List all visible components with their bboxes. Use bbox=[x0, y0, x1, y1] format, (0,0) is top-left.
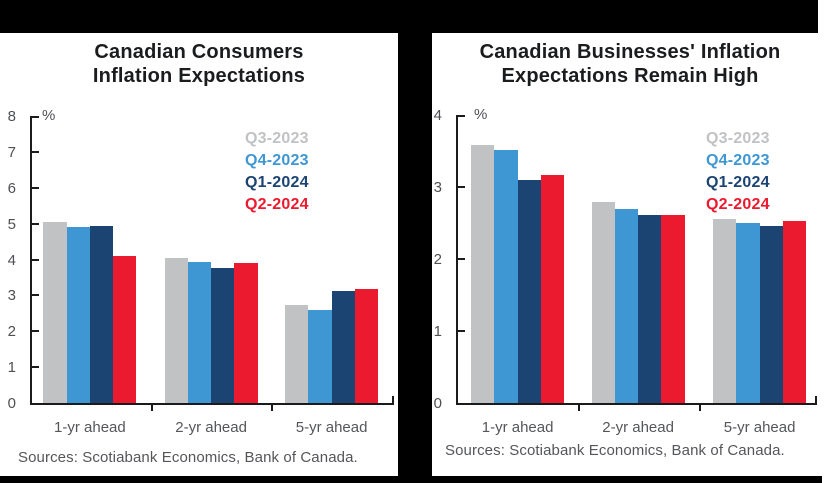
y-tick-label: 4 bbox=[7, 251, 16, 269]
panel-divider-bar bbox=[398, 0, 432, 477]
bar-q2-2024-2-yr-ahead bbox=[661, 215, 685, 403]
source-note: Sources: Scotiabank Economics, Bank of C… bbox=[445, 442, 785, 459]
y-tick-label: 7 bbox=[7, 143, 16, 161]
y-axis-unit-label: % bbox=[42, 107, 56, 124]
chart-title-line1: Canadian Consumers bbox=[94, 41, 304, 63]
x-category-label: 1-yr ahead bbox=[54, 419, 126, 436]
bar-q3-2023-2-yr-ahead bbox=[591, 202, 615, 403]
chart-title-line2: Expectations Remain High bbox=[501, 65, 759, 87]
x-category-label: 5-yr ahead bbox=[723, 419, 796, 436]
y-tick-label: 3 bbox=[433, 179, 442, 196]
consumers-chart-panel: Canadian Consumers Inflation Expectations… bbox=[0, 33, 398, 476]
x-axis-end-cap bbox=[815, 396, 817, 405]
x-axis-line bbox=[30, 403, 394, 405]
x-category-label: 2-yr ahead bbox=[602, 419, 674, 436]
x-axis-separator-tick bbox=[698, 405, 701, 411]
bar-q2-2024-5-yr-ahead bbox=[782, 220, 807, 403]
bar-q2-2024-1-yr-ahead bbox=[113, 255, 137, 403]
legend-item-q4-2023: Q4-2023 bbox=[706, 152, 770, 169]
y-tick-label: 1 bbox=[7, 359, 16, 377]
y-axis-line bbox=[30, 116, 32, 405]
y-tick-label: 4 bbox=[433, 107, 442, 124]
x-category-label: 5-yr ahead bbox=[295, 419, 368, 436]
bar-q2-2024-2-yr-ahead bbox=[234, 263, 258, 403]
businesses-chart-panel: Canadian Businesses' Inflation Expectatio… bbox=[432, 33, 828, 476]
chart-title: Canadian Consumers Inflation Expectations bbox=[0, 40, 398, 88]
legend-item-q2-2024: Q2-2024 bbox=[245, 196, 309, 213]
x-axis-separator-tick bbox=[271, 405, 274, 411]
y-axis-unit-label: % bbox=[474, 106, 488, 123]
y-tick-mark bbox=[32, 150, 39, 153]
chart-title: Canadian Businesses' Inflation Expectatio… bbox=[432, 40, 828, 88]
y-tick-mark bbox=[32, 330, 39, 333]
bottom-black-bar bbox=[0, 476, 822, 483]
bar-q4-2023-5-yr-ahead bbox=[736, 223, 760, 403]
bar-q4-2023-1-yr-ahead bbox=[66, 227, 90, 403]
bar-q1-2024-5-yr-ahead bbox=[331, 291, 355, 403]
bar-q2-2024-5-yr-ahead bbox=[354, 288, 379, 403]
y-tick-mark bbox=[458, 186, 465, 188]
legend-item-q2-2024: Q2-2024 bbox=[706, 196, 770, 213]
bar-q4-2023-2-yr-ahead bbox=[187, 262, 212, 403]
chart-title-line2: Inflation Expectations bbox=[92, 65, 306, 87]
bar-q1-2024-2-yr-ahead bbox=[638, 215, 662, 403]
y-tick-mark bbox=[458, 258, 465, 260]
x-axis-separator-tick bbox=[577, 405, 580, 411]
bar-q1-2024-1-yr-ahead bbox=[89, 226, 114, 403]
y-tick-mark bbox=[32, 222, 39, 225]
y-tick-label: 5 bbox=[7, 215, 16, 233]
legend-item-q3-2023: Q3-2023 bbox=[706, 130, 770, 147]
y-tick-label: 0 bbox=[433, 395, 442, 412]
legend-item-q3-2023: Q3-2023 bbox=[245, 130, 309, 147]
y-axis-line bbox=[456, 115, 458, 405]
bar-q3-2023-2-yr-ahead bbox=[164, 257, 188, 403]
y-tick-mark bbox=[32, 366, 39, 369]
bar-q1-2024-2-yr-ahead bbox=[211, 267, 235, 403]
y-tick-label: 0 bbox=[7, 395, 16, 412]
y-tick-mark bbox=[32, 258, 39, 261]
y-tick-label: 8 bbox=[7, 108, 16, 125]
bar-q1-2024-5-yr-ahead bbox=[759, 225, 783, 403]
x-axis-line bbox=[456, 403, 817, 405]
bar-q3-2023-1-yr-ahead bbox=[43, 222, 67, 403]
legend-item-q4-2023: Q4-2023 bbox=[245, 152, 309, 169]
y-tick-label: 6 bbox=[7, 179, 16, 197]
y-tick-label: 3 bbox=[7, 287, 16, 305]
consumers-bar-plot: 0 1 2 3 4 5 6 7 8% 1-yr ahead 2-yr ahead 5-yr ahead… bbox=[0, 33, 398, 476]
businesses-bar-plot: 0 1 2 3 4% 1-yr ahead 2-yr ahead 5-yr ahead Q3-2… bbox=[432, 33, 828, 476]
bar-q3-2023-1-yr-ahead bbox=[471, 144, 495, 403]
y-axis-top-cap bbox=[30, 116, 39, 118]
legend-item-q1-2024: Q1-2024 bbox=[706, 174, 770, 191]
x-axis-separator-tick bbox=[150, 405, 153, 411]
y-tick-label: 2 bbox=[433, 251, 442, 268]
x-category-label: 2-yr ahead bbox=[175, 419, 247, 436]
bar-q4-2023-1-yr-ahead bbox=[494, 149, 518, 403]
x-category-label: 1-yr ahead bbox=[481, 419, 554, 436]
chart-title-line1: Canadian Businesses' Inflation bbox=[479, 41, 781, 63]
legend-item-q1-2024: Q1-2024 bbox=[245, 174, 309, 191]
y-axis-top-cap bbox=[456, 115, 465, 117]
bar-q3-2023-5-yr-ahead bbox=[713, 218, 737, 403]
bar-q1-2024-1-yr-ahead bbox=[517, 179, 541, 403]
bar-q3-2023-5-yr-ahead bbox=[285, 304, 309, 403]
y-tick-mark bbox=[458, 330, 465, 332]
source-note: Sources: Scotiabank Economics, Bank of C… bbox=[18, 449, 358, 466]
bar-q2-2024-1-yr-ahead bbox=[540, 174, 565, 403]
x-axis-end-cap bbox=[392, 396, 394, 405]
bar-q4-2023-5-yr-ahead bbox=[308, 309, 332, 403]
y-tick-label: 1 bbox=[433, 323, 442, 340]
y-tick-mark bbox=[32, 186, 39, 189]
y-tick-mark bbox=[32, 294, 39, 297]
bar-q4-2023-2-yr-ahead bbox=[614, 208, 639, 403]
y-tick-label: 2 bbox=[7, 323, 16, 341]
